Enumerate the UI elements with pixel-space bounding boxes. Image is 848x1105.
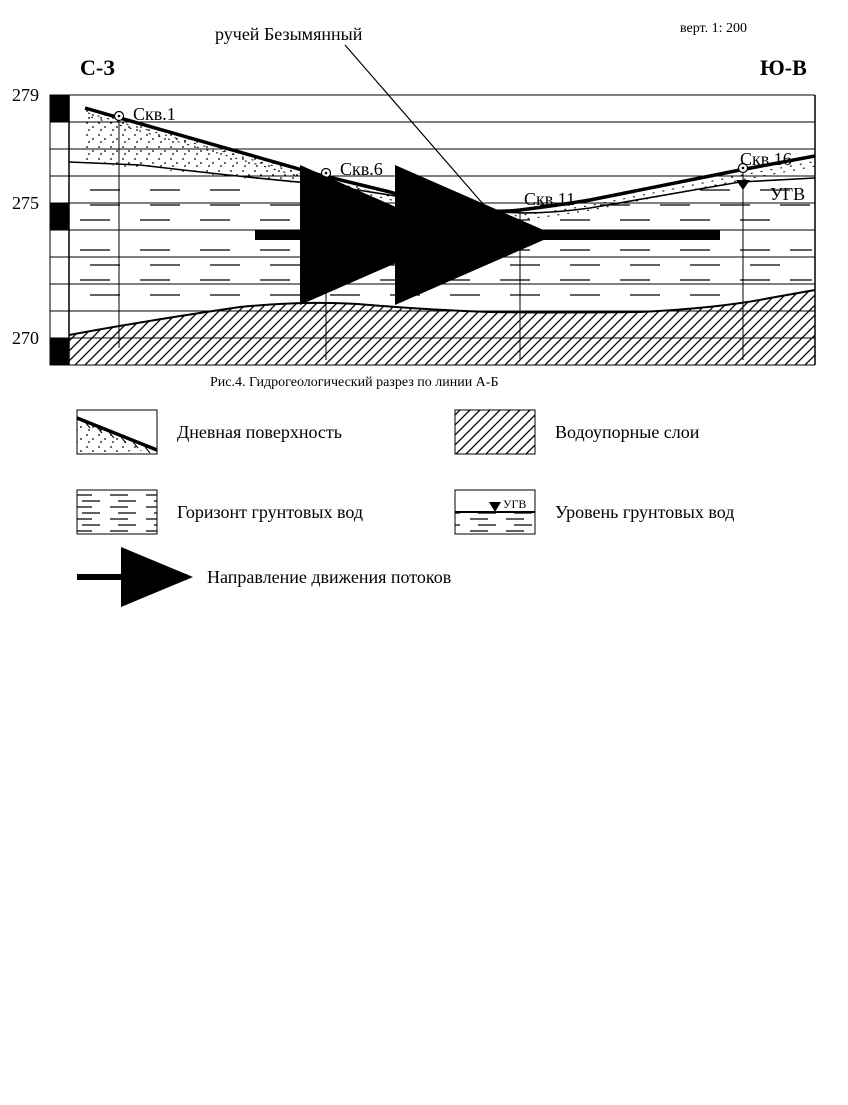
legend-aquiclude-swatch bbox=[455, 410, 535, 454]
legend-aquiclude-label: Водоупорные слои bbox=[555, 422, 700, 442]
yaxis-tick-box bbox=[50, 122, 69, 149]
borehole-skv6-label: Скв.6 bbox=[340, 159, 383, 179]
ugv-triangle-icon bbox=[736, 180, 750, 190]
borehole-skv16-label: Скв.16 bbox=[740, 149, 792, 169]
yaxis-tick-box bbox=[50, 95, 69, 122]
aquiclude-layer bbox=[69, 290, 815, 365]
borehole-skv1-marker-dot bbox=[118, 115, 121, 118]
direction-right-label: Ю-В bbox=[760, 55, 807, 80]
yaxis-label: 279 bbox=[12, 85, 39, 105]
stream-label: ручей Безымянный bbox=[215, 24, 363, 44]
ugv-label: УГВ bbox=[770, 184, 805, 204]
legend-surface-label: Дневная поверхность bbox=[177, 422, 342, 442]
yaxis-tick-box bbox=[50, 203, 69, 230]
yaxis-tick-box bbox=[50, 284, 69, 311]
yaxis-tick-box bbox=[50, 176, 69, 203]
yaxis-tick-box bbox=[50, 230, 69, 257]
legend-watertable-label: Уровень грунтовых вод bbox=[555, 502, 734, 522]
yaxis-label: 275 bbox=[12, 193, 39, 213]
legend-watertable-swatch: УГВ bbox=[455, 490, 535, 534]
legend-aquifer-label: Горизонт грунтовых вод bbox=[177, 502, 363, 522]
scale-label: верт. 1: 200 bbox=[680, 21, 747, 36]
borehole-skv11-label: Скв.11 bbox=[524, 189, 575, 209]
yaxis-tick-box bbox=[50, 149, 69, 176]
legend-ugv-small-label: УГВ bbox=[503, 497, 526, 511]
direction-left-label: С-З bbox=[80, 55, 115, 80]
legend-aquifer-swatch bbox=[77, 490, 157, 534]
borehole-skv1-label: Скв.1 bbox=[133, 104, 176, 124]
legend-flow-label: Направление движения потоков bbox=[207, 567, 451, 587]
legend-surface-swatch bbox=[77, 410, 157, 454]
borehole-skv6-marker-dot bbox=[325, 172, 328, 175]
yaxis-tick-box bbox=[50, 257, 69, 284]
yaxis-tick-box bbox=[50, 311, 69, 338]
figure-caption: Рис.4. Гидрогеологический разрез по лини… bbox=[210, 375, 499, 390]
yaxis-tick-box bbox=[50, 338, 69, 365]
yaxis-label: 270 bbox=[12, 328, 39, 348]
